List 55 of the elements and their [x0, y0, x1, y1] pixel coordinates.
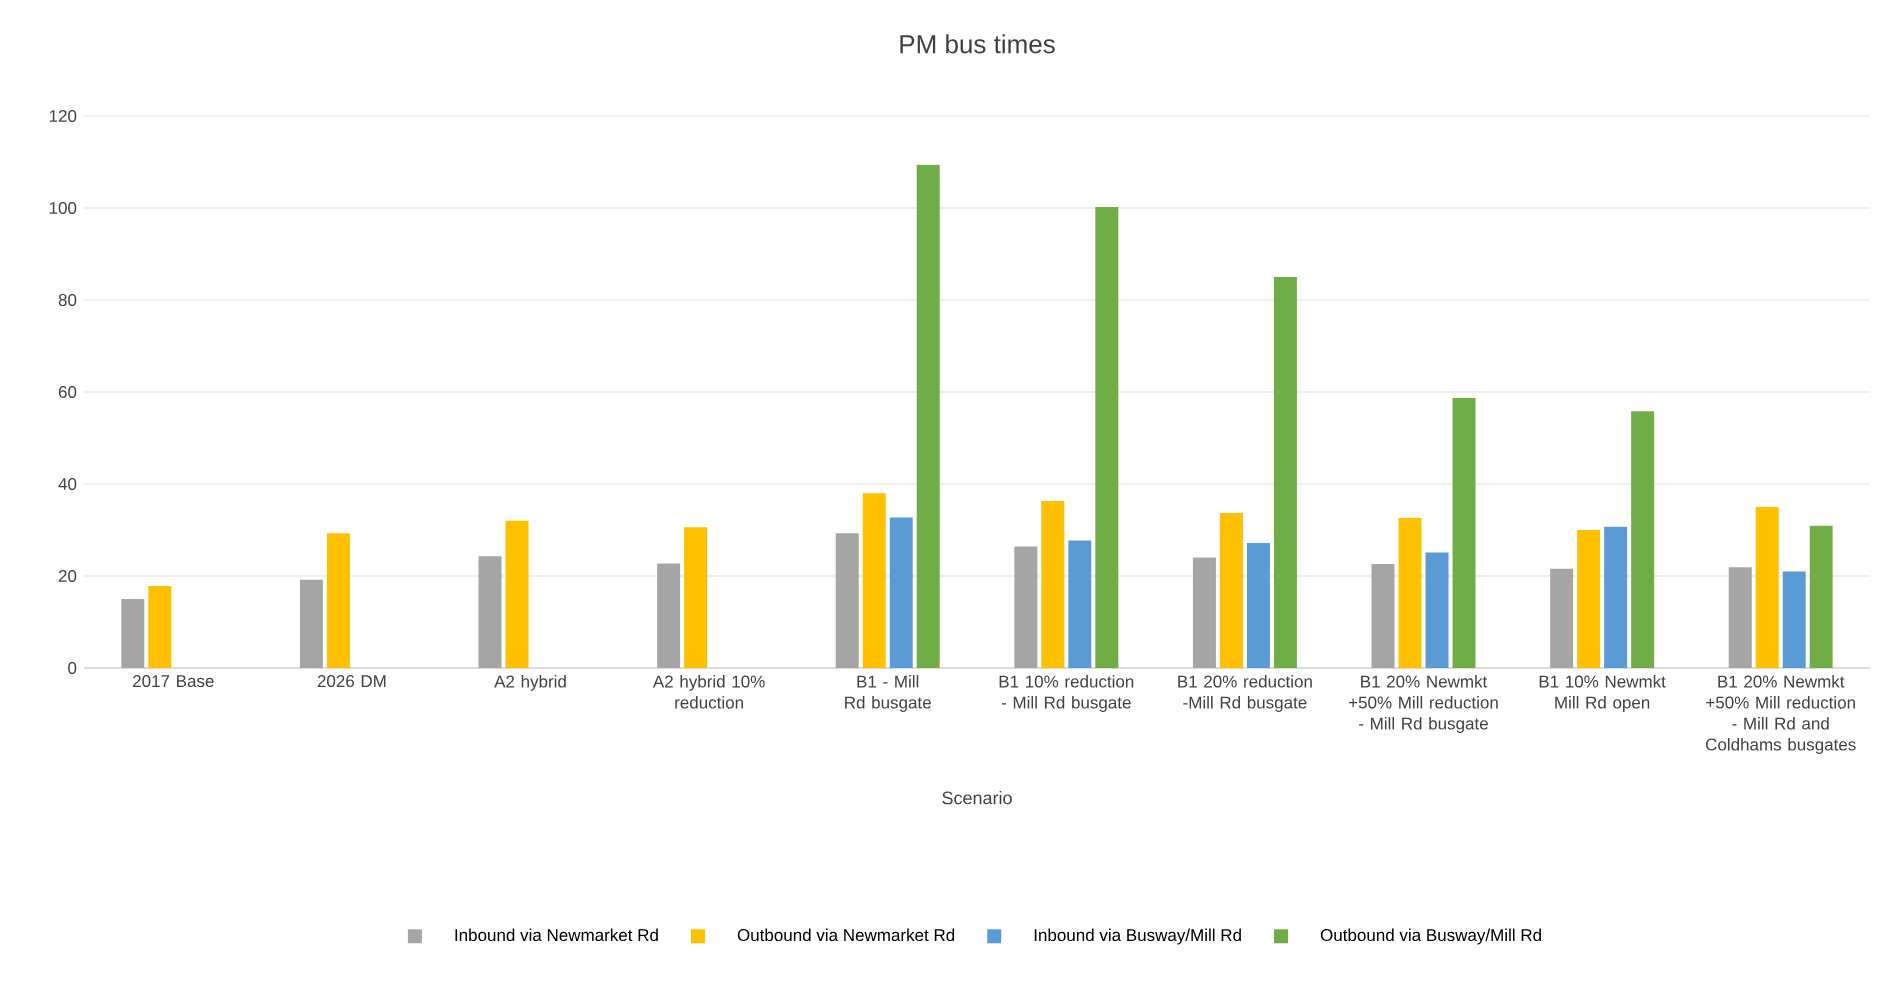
x-tick-label: B1 10% reduction - Mill Rd busgate: [999, 675, 1134, 712]
x-tick-label: B1 - Mill Rd busgate: [845, 675, 931, 712]
bar: [326, 533, 350, 669]
x-tick-label: B1 20% Newmkt +50% Mill reduction - Mill Rd and Coldhams busgates: [1706, 675, 1856, 754]
bar: [1041, 501, 1065, 669]
bar: [121, 599, 145, 669]
bar: [1755, 507, 1779, 669]
bar: [1550, 568, 1574, 669]
legend-label: Outbound via Busway/Mill Rd: [1320, 928, 1541, 945]
x-tick-label: B1 20% reduction -Mill Rd busgate: [1178, 675, 1312, 712]
bar: [1604, 526, 1628, 669]
bar: [684, 527, 708, 669]
bar: [1219, 512, 1243, 669]
y-tick-label: 80: [58, 294, 77, 307]
y-tick-label: 100: [49, 202, 77, 215]
x-axis-title: Scenario: [942, 791, 1012, 805]
bar: [1631, 411, 1655, 669]
legend-label: Inbound via Busway/Mill Rd: [1034, 928, 1241, 945]
bar: [1273, 277, 1297, 669]
x-tick-label: 2017 Base: [133, 675, 214, 688]
bar: [478, 556, 502, 669]
chart-title: PM bus times: [900, 34, 1055, 54]
bar: [148, 586, 172, 669]
bar: [299, 579, 323, 669]
bar: [1452, 397, 1476, 669]
bar: [1398, 518, 1422, 669]
bar: [1246, 542, 1270, 669]
legend-label: Outbound via Newmarket Rd: [737, 928, 955, 942]
bar: [1425, 552, 1449, 669]
y-tick-label: 120: [49, 110, 77, 123]
bar: [1371, 564, 1395, 669]
x-tick-label: A2 hybrid: [494, 675, 566, 691]
bar: [1809, 525, 1833, 669]
bar: [916, 164, 940, 669]
bar: [1577, 530, 1601, 669]
x-tick-label: B1 20% Newmkt +50% Mill reduction - Mill Rd busgate: [1348, 675, 1498, 733]
y-tick-label: 60: [58, 386, 77, 399]
bar: [835, 533, 859, 669]
legend-label: Inbound via Newmarket Rd: [455, 928, 658, 942]
bar: [1782, 571, 1806, 669]
bar: [1014, 546, 1038, 669]
bar: [657, 563, 681, 669]
y-tick-label: 20: [58, 570, 77, 583]
x-tick-label: 2026 DM: [317, 675, 386, 688]
x-tick-label: B1 10% Newmkt Mill Rd open: [1539, 675, 1666, 712]
bar: [1192, 557, 1216, 669]
bar: [1728, 567, 1752, 669]
x-tick-label: A2 hybrid 10% reduction: [652, 675, 765, 709]
bar: [505, 520, 529, 669]
y-tick-label: 40: [58, 478, 77, 491]
bar: [862, 493, 886, 669]
bar: [1068, 540, 1092, 669]
bar: [1095, 207, 1119, 669]
bar: [889, 517, 913, 669]
y-tick-label: 0: [68, 662, 77, 675]
